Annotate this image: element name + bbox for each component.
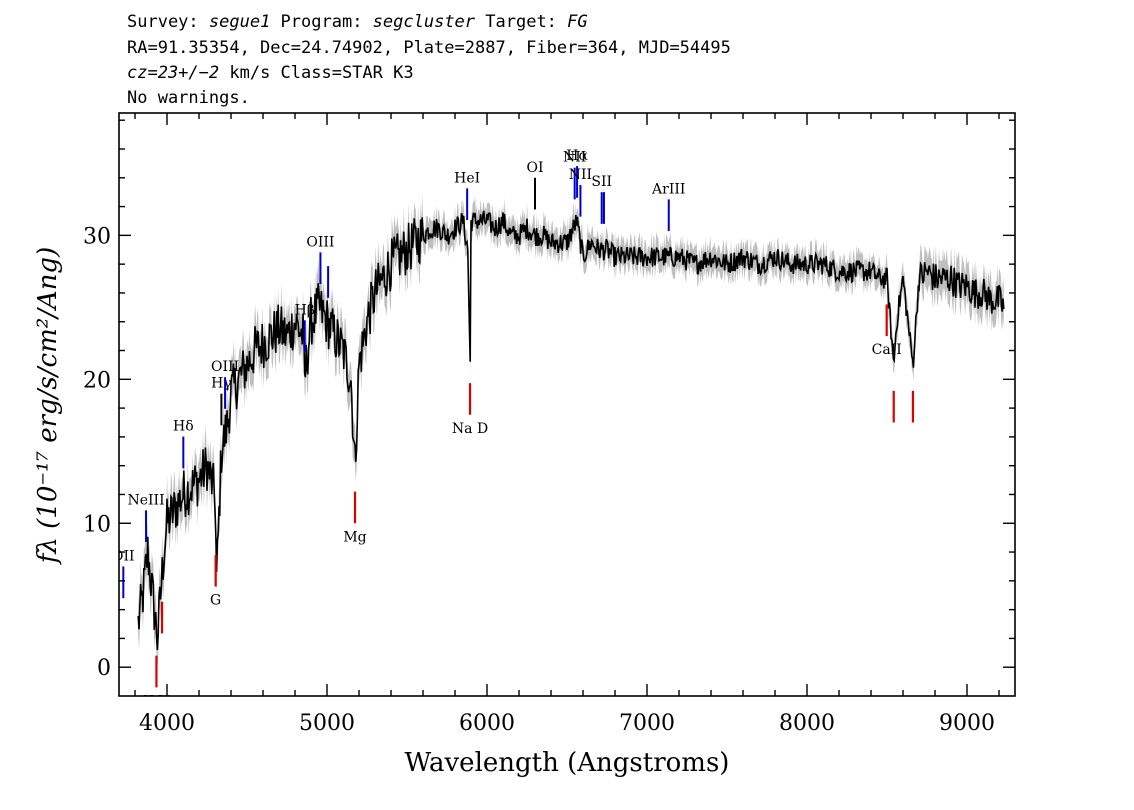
absorption-label: Na D — [452, 421, 488, 437]
absorption-line-markers: K H G Mg Na D CaII — [143, 304, 915, 709]
x-axis-ticks: 4000 5000 6000 7000 8000 9000 — [134, 113, 1000, 736]
emission-label: NII — [569, 167, 592, 183]
survey-value: segue1 — [209, 12, 270, 32]
header-line-1: Survey: segue1 Program: segcluster Targe… — [127, 12, 588, 32]
program-label: Program: — [270, 12, 372, 32]
header-line-3: cz=23+/−2 km/s Class=STAR K3 — [127, 63, 414, 83]
emission-label: Hγ — [211, 376, 232, 392]
x-tick-label: 4000 — [139, 711, 195, 736]
emission-label: OIII — [306, 234, 334, 250]
emission-label: OI — [526, 160, 543, 176]
emission-label: Hδ — [173, 419, 194, 435]
class-text: km/s Class=STAR K3 — [219, 63, 413, 83]
program-value: segcluster — [373, 12, 476, 32]
emission-label: Hβ — [295, 302, 315, 318]
x-tick-label: 5000 — [299, 711, 355, 736]
absorption-label: K H — [143, 693, 170, 709]
header-line-4: No warnings. — [127, 88, 250, 108]
y-axis-title: fλ (10⁻¹⁷ erg/s/cm²/Ang) — [33, 247, 63, 565]
emission-label: OIII — [211, 359, 239, 375]
flux-line — [137, 210, 1005, 650]
target-label: Target: — [475, 12, 567, 32]
emission-label: NeIII — [127, 492, 164, 508]
emission-label: SII — [591, 174, 612, 190]
x-tick-label: 8000 — [779, 711, 835, 736]
target-value: FG — [567, 12, 587, 32]
y-tick-label: 10 — [83, 512, 111, 537]
emission-label: ArIII — [651, 181, 685, 197]
absorption-label: G — [210, 593, 221, 609]
absorption-label: CaII — [872, 342, 902, 358]
y-tick-label: 0 — [97, 656, 111, 681]
emission-label: NII — [563, 150, 586, 166]
y-tick-label: 30 — [83, 224, 111, 249]
y-axis-ticks: 0 10 20 30 — [83, 119, 1015, 681]
x-tick-label: 6000 — [459, 711, 515, 736]
header-block: Survey: segue1 Program: segcluster Targe… — [127, 12, 731, 108]
emission-label: HeI — [454, 170, 480, 186]
plot-frame — [118, 112, 1016, 697]
y-axis-title-text: fλ (10⁻¹⁷ erg/s/cm²/Ang) — [33, 247, 63, 565]
x-tick-label: 9000 — [939, 711, 995, 736]
survey-label: Survey: — [127, 12, 209, 32]
header-line-2: RA=91.35354, Dec=24.74902, Plate=2887, F… — [127, 38, 731, 58]
x-axis-title: Wavelength (Angstroms) — [405, 748, 730, 778]
y-tick-label: 20 — [83, 368, 111, 393]
x-tick-label: 7000 — [619, 711, 675, 736]
emission-label: Hα — [566, 148, 588, 164]
emission-label: OII — [112, 548, 135, 564]
redshift-value: cz=23+/−2 — [127, 63, 219, 83]
absorption-label: Mg — [343, 529, 366, 545]
